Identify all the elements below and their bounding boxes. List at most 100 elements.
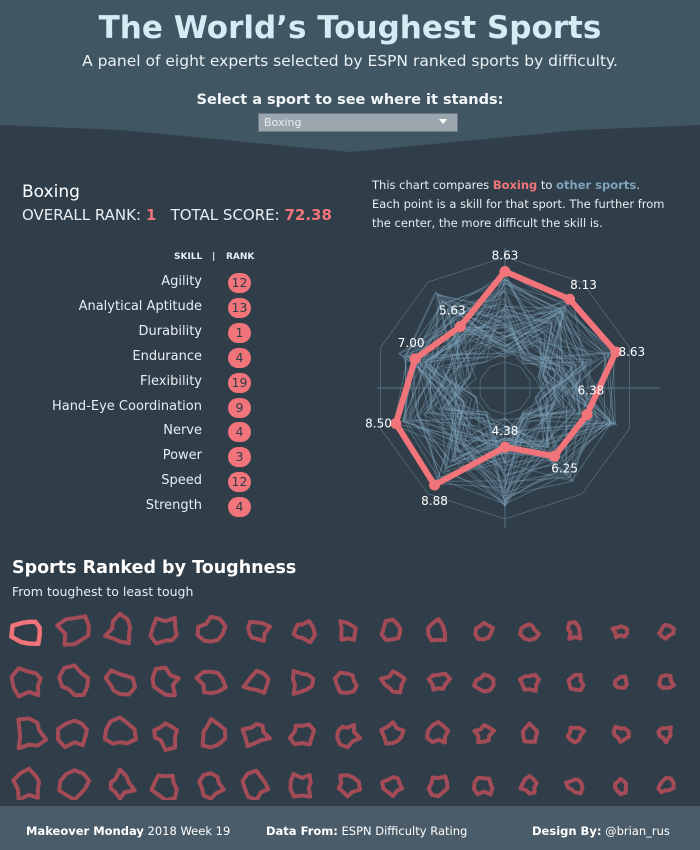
- sport-dropdown[interactable]: Boxing: [258, 113, 458, 132]
- sport-shape[interactable]: [333, 670, 359, 695]
- sport-shape[interactable]: [472, 672, 496, 694]
- skill-column-header: SKILL: [174, 252, 203, 262]
- skill-label: Nerve: [163, 423, 202, 439]
- sport-shape[interactable]: [240, 768, 271, 800]
- sport-shape[interactable]: [288, 771, 313, 799]
- sport-shape[interactable]: [611, 724, 631, 744]
- sport-shape[interactable]: [471, 775, 495, 797]
- sport-shape[interactable]: [380, 775, 405, 799]
- radar-value-label: 7.00: [398, 336, 425, 350]
- sport-shape[interactable]: [378, 669, 407, 695]
- sport-shape[interactable]: [473, 620, 495, 642]
- header-background: [0, 0, 700, 152]
- sport-shape[interactable]: [426, 671, 452, 692]
- sport-shape[interactable]: [150, 665, 181, 698]
- sport-shape[interactable]: [657, 622, 676, 641]
- footer-data-source: Data From: ESPN Difficulty Rating: [266, 824, 467, 838]
- sport-shape[interactable]: [657, 673, 677, 690]
- radar-value-label: 6.25: [551, 461, 578, 475]
- footer-makeover: Makeover Monday 2018 Week 19: [26, 824, 230, 838]
- other-sport-polygon: [392, 278, 594, 500]
- sport-shape[interactable]: [103, 611, 133, 646]
- sport-shape[interactable]: [518, 622, 541, 642]
- selected-sport-point: [549, 450, 561, 462]
- overall-rank-label: OVERALL RANK:: [22, 206, 142, 224]
- sport-shape[interactable]: [518, 774, 539, 796]
- sport-shape[interactable]: [197, 771, 226, 800]
- sport-shape[interactable]: [566, 672, 586, 693]
- sport-shape[interactable]: [103, 668, 138, 697]
- other-sport-polygon: [455, 294, 585, 482]
- sport-shape[interactable]: [241, 668, 271, 695]
- sport-shape[interactable]: [287, 722, 317, 747]
- sport-shape[interactable]: [426, 617, 448, 643]
- sport-shape[interactable]: [102, 715, 138, 746]
- sport-shape[interactable]: [246, 620, 272, 643]
- other-sport-polygon: [433, 272, 609, 464]
- desc-text-2: to: [537, 178, 557, 192]
- other-sport-polygon: [438, 271, 576, 494]
- other-sport-polygon: [398, 319, 615, 463]
- sport-shape[interactable]: [291, 668, 316, 696]
- sport-shape[interactable]: [57, 768, 92, 800]
- other-sport-polygon: [442, 309, 581, 478]
- other-sport-polygon: [416, 303, 575, 464]
- radar-grid-ring: [404, 282, 606, 494]
- sport-shape[interactable]: [656, 725, 673, 745]
- sport-shape[interactable]: [335, 722, 362, 750]
- other-sport-polygon: [440, 299, 613, 476]
- sport-shape[interactable]: [16, 716, 49, 751]
- sport-shape[interactable]: [613, 776, 628, 797]
- sport-shape[interactable]: [240, 722, 272, 749]
- sport-shape[interactable]: [55, 614, 91, 647]
- footer-makeover-value: 2018 Week 19: [143, 824, 231, 838]
- radar-chart: 8.63 8.13 8.63 6.38 6.25 4.38 8.88 8.50 7.00 5.63: [365, 248, 660, 528]
- sport-shape[interactable]: [565, 620, 583, 641]
- selected-sport-point: [429, 479, 441, 491]
- sport-shape[interactable]: [426, 774, 450, 799]
- selected-sport-point: [409, 353, 421, 365]
- sport-shape[interactable]: [194, 669, 228, 696]
- sport-shape[interactable]: [338, 619, 358, 642]
- total-score-value: 72.38: [284, 206, 332, 224]
- sport-shape[interactable]: [565, 725, 587, 745]
- sport-shape[interactable]: [148, 616, 179, 646]
- skill-rank-badge: 4: [228, 497, 251, 518]
- sport-shape[interactable]: [149, 773, 179, 801]
- sport-shape[interactable]: [425, 720, 451, 745]
- other-sport-polygon: [440, 308, 588, 448]
- other-sport-polygon: [446, 297, 619, 453]
- radar-grid-ring: [380, 256, 630, 520]
- sport-shape[interactable]: [379, 720, 406, 746]
- sport-shape[interactable]: [108, 767, 137, 800]
- sport-shape[interactable]: [564, 777, 585, 796]
- sport-shape[interactable]: [200, 717, 228, 750]
- sport-shape[interactable]: [656, 775, 676, 795]
- sport-shape[interactable]: [379, 617, 403, 643]
- sport-shape[interactable]: [9, 619, 42, 647]
- skill-label: Hand-Eye Coordination: [51, 398, 202, 414]
- other-sport-polygon: [402, 329, 584, 508]
- sport-shape[interactable]: [57, 663, 90, 697]
- sport-shape[interactable]: [517, 672, 541, 693]
- sport-shape[interactable]: [612, 674, 629, 690]
- other-sport-polygon: [443, 309, 612, 473]
- sport-shape[interactable]: [336, 773, 362, 799]
- other-sport-polygon: [422, 305, 576, 462]
- other-sport-polygon: [424, 287, 584, 482]
- sport-shape[interactable]: [472, 723, 496, 744]
- sport-shape[interactable]: [56, 718, 89, 750]
- other-sport-polygon: [422, 306, 602, 471]
- sport-shape[interactable]: [152, 721, 180, 752]
- sport-shape[interactable]: [195, 614, 228, 644]
- sport-shape[interactable]: [291, 619, 317, 645]
- selected-sport-point: [499, 265, 511, 277]
- selected-sport-point: [581, 409, 593, 421]
- footer-makeover-label: Makeover Monday: [26, 824, 144, 838]
- sport-shape[interactable]: [11, 766, 42, 800]
- sport-shape[interactable]: [520, 721, 540, 744]
- other-sport-polygon: [411, 327, 581, 489]
- sport-shape[interactable]: [610, 624, 630, 640]
- sport-shape[interactable]: [9, 666, 43, 699]
- skill-rank-badge: 12: [228, 273, 251, 293]
